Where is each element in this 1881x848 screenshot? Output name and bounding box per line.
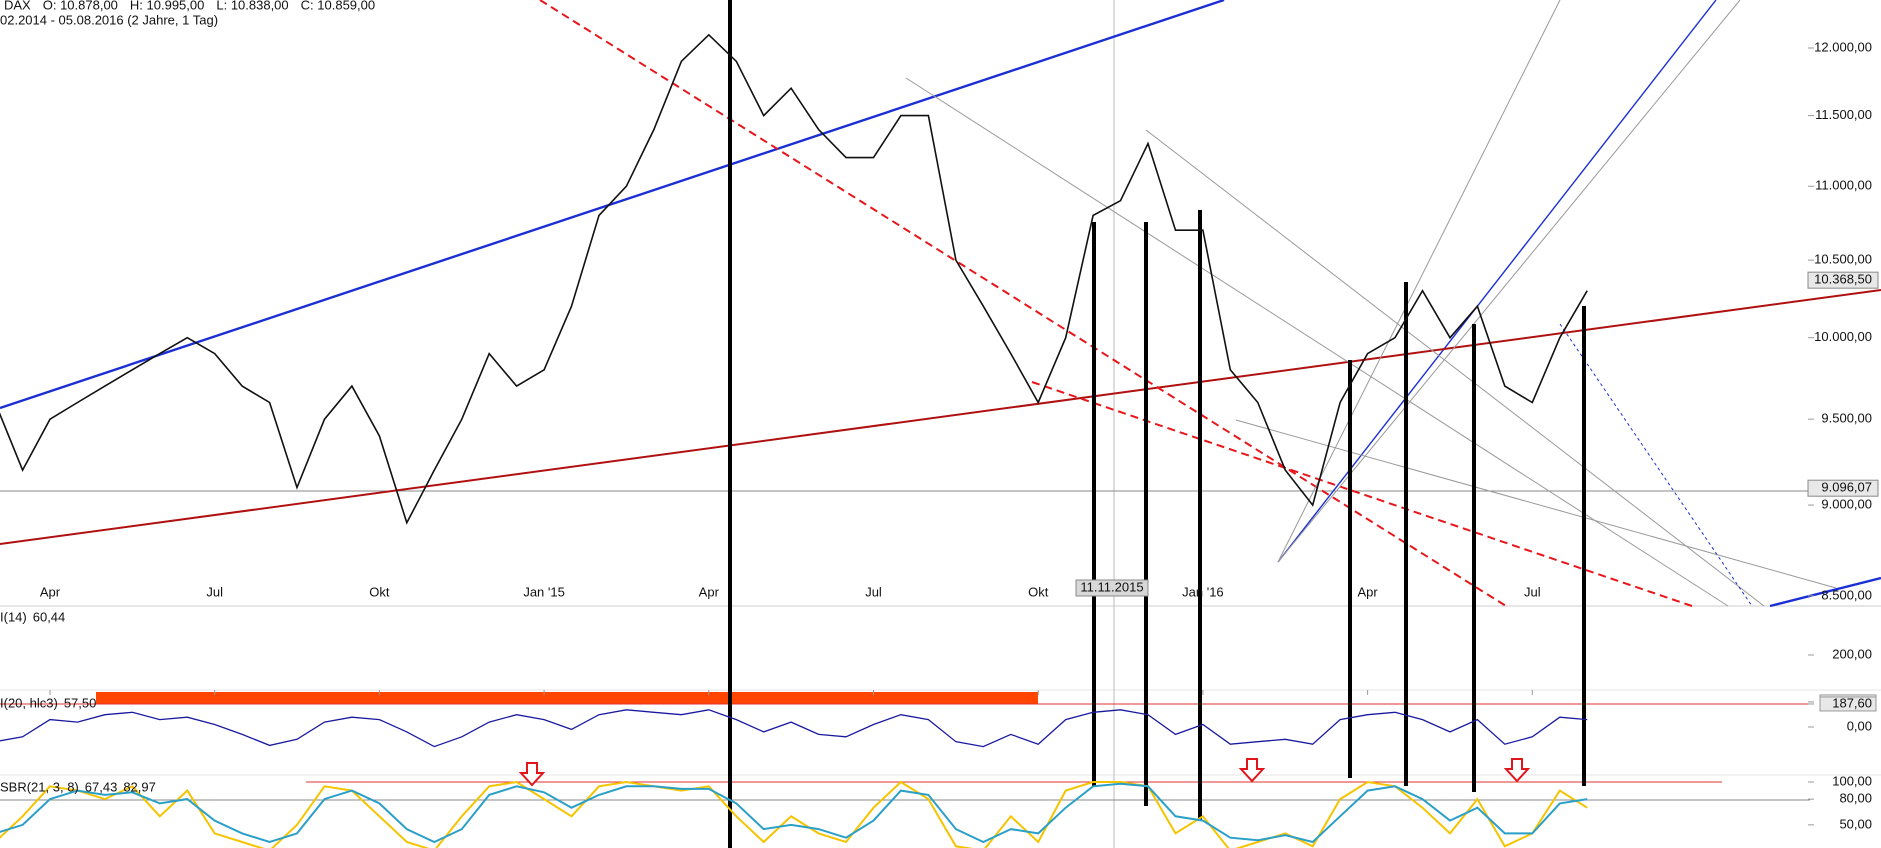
y-tick-label: 80,00 xyxy=(1839,791,1872,806)
pane-value: 82,97 xyxy=(123,779,156,794)
header-ohlc: L: 10.838,00 xyxy=(216,0,288,12)
y-tick-label: 11.000,00 xyxy=(1815,178,1872,193)
x-tick-label: Jan '16 xyxy=(1182,584,1224,599)
trend-line xyxy=(1559,323,1753,607)
x-tick-label: Jan '15 xyxy=(523,584,565,599)
pane-title: SBR(21, 3, 8) xyxy=(0,779,79,794)
price-marker xyxy=(1807,479,1879,497)
header: DAX O: 10.878,00 H: 10.995,00 L: 10.838,… xyxy=(4,0,375,12)
y-tick-label: 187,60 xyxy=(1832,695,1872,710)
header-ohlc: O: 10.878,00 xyxy=(43,0,118,12)
data-line xyxy=(0,782,1588,844)
y-tick-label: 12.000,00 xyxy=(1814,39,1872,54)
y-tick-label: 11.500,00 xyxy=(1815,107,1872,122)
header-title: DAX xyxy=(4,0,31,12)
header-ohlc: H: 10.995,00 xyxy=(130,0,204,12)
x-tick-label: Apr xyxy=(40,584,61,599)
crosshair-box xyxy=(1075,579,1149,597)
pane-value: 57,50 xyxy=(64,695,97,710)
price-marker-label: 9.096,07 xyxy=(1821,480,1872,495)
trend-line xyxy=(0,0,1225,410)
y-tick-label: 100,00 xyxy=(1832,773,1872,788)
down-arrow xyxy=(1238,758,1266,783)
header-range: 02.2014 - 05.08.2016 (2 Jahre, 1 Tag) xyxy=(0,12,218,27)
trend-line xyxy=(1235,419,1837,589)
trend-line xyxy=(1031,381,1693,607)
vertical-markers xyxy=(728,0,1586,848)
price-marker-label: 10.368,50 xyxy=(1814,272,1872,287)
data-line xyxy=(0,33,1588,525)
data-line xyxy=(0,780,1588,848)
x-tick-label: Apr xyxy=(1357,584,1378,599)
highlight-bar xyxy=(96,692,1038,704)
trend-line xyxy=(1277,0,1741,563)
y-tick-label: 8.500,00 xyxy=(1821,587,1872,602)
x-tick-label: Apr xyxy=(699,584,720,599)
x-tick-label: Okt xyxy=(369,584,390,599)
y-tick-label: 10.500,00 xyxy=(1814,252,1872,267)
x-tick-label: Jul xyxy=(865,584,882,599)
y-tick-label: 0,00 xyxy=(1847,718,1872,733)
x-tick-label: Jul xyxy=(1524,584,1541,599)
trend-line xyxy=(539,0,1507,607)
y-tick-label: 9.500,00 xyxy=(1821,411,1872,426)
pane-title: I(20, hlc3) xyxy=(0,695,58,710)
y-tick-label: 50,00 xyxy=(1839,816,1872,831)
pane-value: 60,44 xyxy=(33,609,66,624)
y-tick-label: 200,00 xyxy=(1832,646,1872,661)
trend-line xyxy=(1145,129,1765,607)
trend-line xyxy=(1277,0,1717,563)
crosshair-label: 11.11.2015 xyxy=(1080,579,1143,594)
price-marker xyxy=(1807,271,1879,289)
pane-title: I(14) xyxy=(0,609,27,624)
y-tick-label: 10.000,00 xyxy=(1814,329,1872,344)
pane-value: 67,43 xyxy=(85,779,118,794)
trend-line xyxy=(905,77,1729,607)
trend-line xyxy=(1769,576,1881,608)
data-line xyxy=(0,709,1588,748)
header-ohlc: C: 10.859,00 xyxy=(301,0,375,12)
trend-line xyxy=(1277,0,1561,563)
x-tick-label: Okt xyxy=(1028,584,1049,599)
down-arrow xyxy=(518,762,546,787)
down-arrow xyxy=(1503,758,1531,783)
trend-line xyxy=(0,289,1881,545)
y-tick-label: 9.000,00 xyxy=(1821,496,1872,511)
x-tick-label: Jul xyxy=(206,584,223,599)
tick-box xyxy=(1819,696,1877,712)
